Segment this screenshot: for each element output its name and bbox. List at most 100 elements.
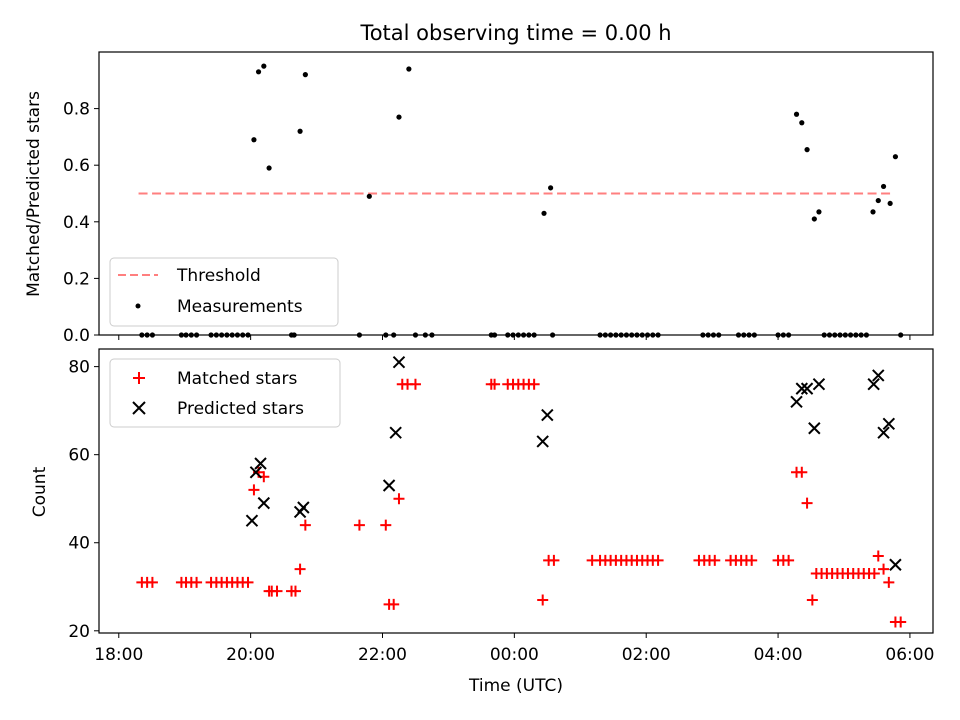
matched-point-22: [289, 585, 301, 597]
predicted-point-13: [800, 382, 814, 395]
measurement-point-27: [396, 114, 402, 120]
measurement-point-40: [541, 210, 547, 216]
measurement-point-82: [880, 183, 887, 190]
measurement-point-69: [811, 216, 817, 222]
bottom-y-tick-label-1: 40: [68, 534, 90, 554]
predicted-point-10: [541, 408, 554, 422]
top-y-axis-label: Matched/Predicted stars: [24, 91, 44, 297]
top-panel: 0.00.20.40.60.8 Matched/Predicted stars …: [24, 51, 934, 346]
top-plot-frame: [98, 51, 934, 336]
measurement-point-41: [548, 185, 554, 191]
matched-point-40: [528, 378, 540, 390]
measurement-point-22: [302, 72, 308, 78]
predicted-point-20: [889, 558, 902, 571]
measurements-legend-label: Measurements: [177, 297, 303, 317]
top-y-tick-label-1: 0.2: [63, 269, 90, 289]
matched-legend-label: Matched stars: [177, 369, 297, 389]
bottom-y-tick-label-3: 80: [68, 358, 90, 378]
measurement-point-28: [406, 66, 412, 72]
matched-point-6: [191, 576, 203, 588]
predicted-point-12: [795, 382, 809, 395]
bottom-y-axis: 20 40 60 80: [68, 358, 99, 642]
measurement-point-84: [892, 154, 899, 160]
predicted-point-16: [867, 378, 880, 391]
matched-point-24: [299, 519, 311, 531]
measurement-point-70: [816, 209, 822, 215]
bottom-y-tick-label-2: 60: [68, 446, 90, 466]
measurement-point-18: [266, 165, 272, 171]
matched-point-15: [248, 484, 260, 496]
matched-point-34: [489, 378, 501, 390]
x-tick-label-1: 20:00: [226, 645, 275, 665]
measurement-point-67: [799, 120, 805, 126]
measurement-point-66: [793, 111, 800, 117]
matched-point-72: [806, 594, 818, 606]
measurement-point-15: [251, 137, 257, 143]
top-y-tick-label-0: 0.0: [63, 326, 90, 346]
top-legend: Threshold Measurements: [109, 257, 339, 327]
predicted-point-3: [257, 496, 271, 510]
chart-title: Total observing time = 0.00 h: [359, 21, 671, 45]
predicted-point-2: [254, 457, 267, 470]
predicted-point-6: [382, 479, 396, 492]
matched-point-25: [353, 519, 365, 531]
matched-point-20: [271, 585, 283, 597]
matched-point-60: [709, 554, 721, 566]
predicted-point-0: [245, 514, 259, 527]
matched-point-41: [537, 594, 549, 606]
matched-point-28: [388, 598, 400, 610]
bottom-x-axis: 18:00 20:00 22:00 00:00 02:00 04:00 06:00: [94, 633, 934, 665]
matched-point-2: [146, 576, 158, 588]
predicted-point-7: [389, 426, 402, 439]
predicted-stars-series: [245, 356, 902, 571]
measurement-point-81: [875, 197, 881, 204]
x-tick-label-2: 22:00: [358, 645, 407, 665]
top-legend-box: [109, 257, 339, 327]
x-tick-label-0: 18:00: [94, 645, 143, 665]
measurements-legend-swatch: [135, 303, 141, 309]
measurement-point-68: [804, 147, 810, 153]
x-tick-label-4: 02:00: [622, 645, 671, 665]
measurement-point-24: [366, 193, 372, 199]
matched-point-68: [783, 554, 795, 566]
top-y-tick-label-2: 0.4: [63, 213, 90, 233]
top-y-tick-label-3: 0.6: [63, 156, 90, 176]
matched-point-86: [878, 563, 890, 575]
matched-legend-swatch: [133, 372, 145, 384]
matched-point-85: [872, 550, 884, 562]
matched-point-14: [242, 576, 254, 588]
bottom-y-tick-label-0: 20: [68, 622, 90, 642]
matched-point-26: [380, 519, 392, 531]
matched-point-43: [548, 554, 560, 566]
x-axis-label: Time (UTC): [468, 676, 563, 696]
matched-point-23: [294, 563, 306, 575]
matched-point-87: [883, 576, 895, 588]
threshold-legend-label: Threshold: [176, 266, 261, 286]
predicted-point-14: [808, 422, 821, 435]
matched-point-70: [796, 466, 808, 478]
predicted-legend-label: Predicted stars: [177, 399, 304, 419]
predicted-point-5: [297, 501, 310, 514]
predicted-point-18: [877, 426, 890, 439]
measurement-point-17: [261, 63, 267, 69]
matched-point-84: [868, 568, 880, 580]
measurement-point-83: [887, 200, 893, 207]
predicted-point-15: [812, 378, 826, 391]
bottom-y-axis-label: Count: [30, 466, 50, 517]
measurement-point-16: [255, 69, 262, 75]
matched-point-65: [746, 554, 758, 566]
matched-point-89: [895, 616, 907, 628]
x-tick-label-6: 06:00: [885, 645, 934, 665]
matched-stars-series: [136, 378, 907, 628]
predicted-point-8: [392, 356, 406, 369]
predicted-legend-swatch: [132, 401, 146, 415]
measurement-point-21: [297, 128, 303, 134]
x-tick-label-3: 00:00: [490, 645, 539, 665]
matched-point-71: [801, 497, 813, 509]
top-y-axis: 0.0 0.2 0.4 0.6 0.8: [63, 100, 99, 346]
predicted-point-11: [790, 395, 803, 409]
matched-point-29: [393, 493, 405, 505]
bottom-plot-frame: [98, 348, 934, 634]
matched-point-32: [409, 378, 421, 390]
